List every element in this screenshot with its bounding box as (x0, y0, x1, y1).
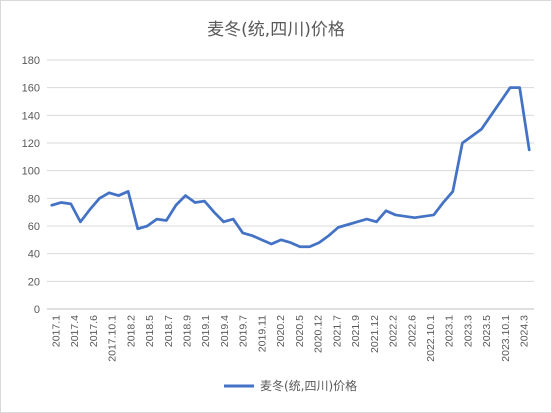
gridlines (47, 59, 534, 282)
x-tick-label: 2017.4 (69, 315, 81, 347)
y-tick-label: 0 (34, 304, 40, 316)
x-tick-label: 2019.11 (256, 315, 268, 352)
x-tick-label: 2020.12 (313, 315, 325, 353)
x-tick-label: 2020.5 (294, 315, 306, 347)
x-tick-label: 2018.7 (163, 315, 175, 347)
x-tick-label: 2019.7 (238, 315, 250, 347)
x-tick-label: 2019.4 (219, 315, 231, 347)
y-tick-label: 160 (22, 83, 40, 95)
y-tick-label: 80 (28, 193, 40, 205)
y-tick-label: 180 (22, 55, 40, 67)
x-tick-label: 2017.1 (50, 315, 62, 347)
x-tick-label: 2022.2 (388, 315, 400, 347)
y-tick-label: 120 (22, 138, 40, 150)
x-tick-label: 2021.12 (369, 315, 381, 353)
x-tick-label: 2018.2 (125, 315, 137, 347)
x-tick-label: 2017.10.1 (107, 315, 119, 362)
y-tick-label: 100 (22, 166, 40, 178)
x-tick-label: 2024.3 (519, 315, 531, 347)
x-tick-label: 2018.9 (181, 315, 193, 347)
x-tick-label: 2023.10.1 (500, 315, 512, 362)
legend: 麦冬(统,四川)价格 (224, 378, 357, 393)
x-tick-label: 2022.6 (406, 315, 418, 347)
x-tick-label: 2021.7 (331, 315, 343, 347)
x-tick-label: 2023.3 (462, 315, 474, 347)
x-tick-label: 2018.5 (144, 315, 156, 347)
chart-title: 麦冬(统,四川)价格 (207, 20, 345, 40)
y-tick-label: 40 (28, 249, 40, 261)
series-layer (50, 86, 531, 249)
x-tick-label: 2021.9 (350, 315, 362, 347)
y-tick-label: 20 (28, 276, 40, 288)
x-axis: 2017.1 2017.4 2017.6 2017.10.1 2018.2 2018.5 2… (47, 308, 534, 362)
x-tick-label: 2017.6 (88, 315, 100, 347)
x-tick-label: 2023.5 (481, 315, 493, 347)
x-tick-label: 2020.2 (275, 315, 287, 347)
x-tick-label: 2023.1 (444, 315, 456, 347)
legend-label: 麦冬(统,四川)价格 (260, 378, 357, 393)
x-tick-label: 2019.1 (200, 315, 212, 347)
y-axis: 0 20 40 60 80 100 120 140 160 180 (22, 55, 40, 316)
series-line (50, 86, 531, 249)
y-tick-label: 140 (22, 110, 40, 122)
y-tick-label: 60 (28, 221, 40, 233)
x-tick-label: 2022.10.1 (425, 315, 437, 362)
